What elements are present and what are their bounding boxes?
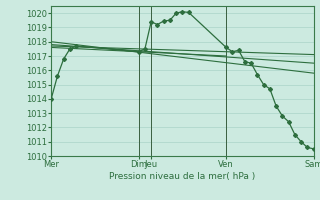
X-axis label: Pression niveau de la mer( hPa ): Pression niveau de la mer( hPa ) [109,172,256,181]
